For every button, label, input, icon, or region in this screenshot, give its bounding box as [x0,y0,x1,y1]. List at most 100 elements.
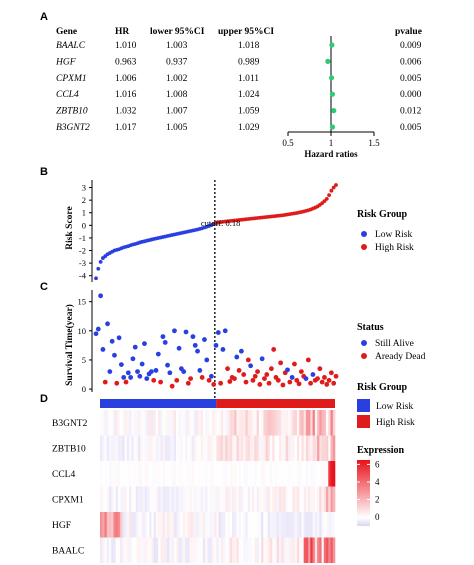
heatmap-cell [216,486,219,512]
heatmap-cell [252,486,255,512]
heatmap-cell [272,461,275,487]
heatmap-cell [147,461,150,487]
heatmap-cell [167,486,170,512]
heatmap-cell [129,537,132,563]
heatmap-cell [131,461,134,487]
heatmap-cell [263,461,266,487]
heatmap-cell [258,486,262,512]
heatmap-cell [305,512,309,538]
heatmap-cell [167,461,170,487]
heatmap-cell [100,435,103,461]
table-header: Gene HR lower 95%CI upper 95%CI pvalue [56,27,422,37]
heatmap-cell [252,410,255,436]
heatmap-cell [303,435,307,461]
heatmap-cell [274,461,278,487]
risk-point-high [331,185,336,190]
survival-point-alive [289,375,295,380]
heatmap-cell [108,512,112,538]
heatmap-cell [189,435,193,461]
heatmap-cell [142,410,146,436]
heatmap-cell [310,461,313,487]
heatmap-cell [191,512,195,538]
survival-point-alive [167,370,173,376]
survival-point-alive [259,356,265,362]
heatmap-cell [279,435,282,461]
heatmap-cell [296,435,300,461]
heatmap-cell [303,410,307,436]
survival-point-alive [248,363,254,369]
heatmap-cell [169,410,172,436]
heatmap-cell [129,512,132,538]
heatmap-cell [229,410,233,436]
heatmap-cell [332,512,336,538]
survival-point-dead [206,377,212,383]
heatmap-cell [236,512,240,538]
heatmap-cell [147,512,150,538]
heatmap-cell [319,512,322,538]
heatmap-cell [241,410,244,436]
heatmap-cell [187,537,190,563]
heatmap-cell [238,435,242,461]
heatmap-cell [126,537,130,563]
heatmap-cell [158,435,161,461]
panel-c-label: C [40,281,48,293]
heatmap-cell [267,537,271,563]
heatmap-cell [207,537,210,563]
heatmap-cell [285,410,289,436]
heatmap-cell [270,435,273,461]
heatmap-cell [135,512,139,538]
heatmap-cell [292,486,296,512]
heatmap-cell [211,537,215,563]
heatmap-cell [194,512,197,538]
heatmap-cell [328,461,331,487]
heatmap-cell [124,512,128,538]
heatmap-cell [198,435,202,461]
heatmap-cell [129,435,132,461]
panel-a: A Gene HR lower 95%CI upper 95%CI pvalue… [40,11,422,159]
risk-y-tick-label: 1 [82,208,86,218]
group-bar-high [216,399,335,408]
survival-point-dead [241,372,247,377]
survival-point-dead [174,377,180,383]
heatmap-cell [102,435,105,461]
survival-point-alive [234,354,240,360]
heatmap-cell [332,410,336,436]
heatmap-cell [106,410,110,436]
heatmap-cell [155,461,159,487]
heatmap-cell [111,537,114,563]
heatmap-cell [267,512,271,538]
heatmap-cell [162,486,166,512]
risk-point-high [334,183,338,187]
heatmap-cell [249,537,253,563]
heatmap-cell [117,435,121,461]
heatmap-cell [310,435,313,461]
hr-value: 1.010 [115,41,137,51]
heatmap-cell [209,410,213,436]
table-rows: BAALC 1.010 1.003 1.018 0.009 HGF 0.963 0.937 0.… [55,41,422,133]
heatmap-cell [249,461,253,487]
heatmap-cell [317,486,320,512]
heatmap-cell [274,537,278,563]
heatmap-cell [205,435,208,461]
survival-point-alive [139,361,145,367]
heatmap-cell [314,435,318,461]
gene-name: B3GNT2 [56,123,90,133]
survival-point-dead [268,366,274,372]
legend-item-high: High Risk [376,418,415,428]
heatmap-row-label: BAALC [52,546,84,556]
heatmap-cell [164,486,168,512]
heatmap-cell [200,537,204,563]
heatmap-cell [267,435,271,461]
heatmap-cell [305,461,309,487]
legend-item-dead: Aready Dead [375,352,426,362]
heatmap-cell [276,435,280,461]
heatmap-cell [330,461,334,487]
heatmap-cell [155,410,159,436]
heatmap-cell [283,537,287,563]
heatmap-cell [169,537,172,563]
survival-point-alive [137,373,143,379]
heatmap-cell [241,461,244,487]
heatmap-cell [169,435,172,461]
survival-point-alive [155,351,161,357]
heatmap-cell [227,486,231,512]
